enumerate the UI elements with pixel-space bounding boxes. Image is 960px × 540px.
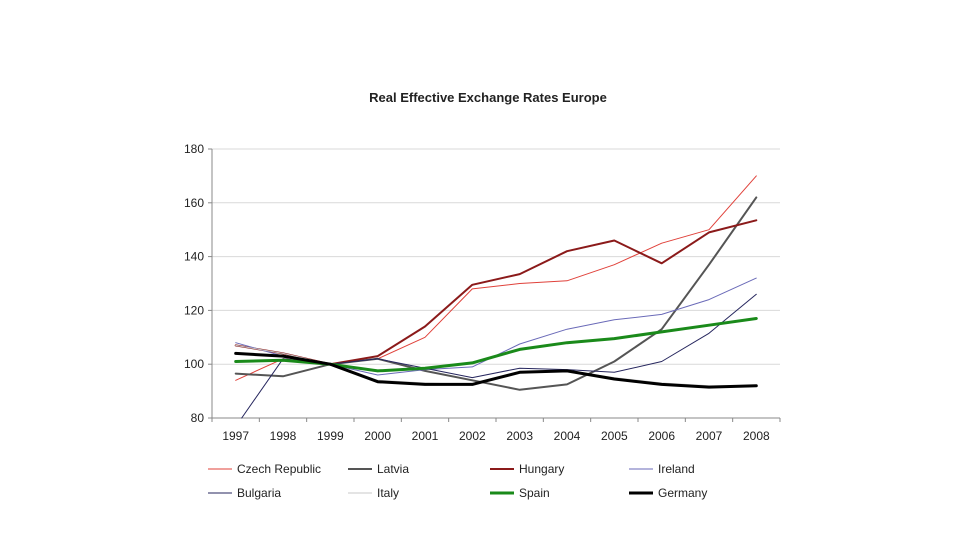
x-tick-label-2006: 2006 <box>648 429 675 443</box>
y-tick-label-180: 180 <box>184 142 204 156</box>
legend: Czech Republic Latvia Hungary Ireland Bulgar… <box>208 462 707 500</box>
legend-label-ireland: Ireland <box>658 462 695 476</box>
x-tick-label-1998: 1998 <box>270 429 297 443</box>
x-tick-label-2002: 2002 <box>459 429 486 443</box>
legend-label-czech-republic: Czech Republic <box>237 462 321 476</box>
grid-layer <box>212 148 780 365</box>
x-tick-label-2000: 2000 <box>364 429 391 443</box>
legend-label-hungary: Hungary <box>519 462 564 476</box>
chart-title: Real Effective Exchange Rates Europe <box>369 90 607 105</box>
x-tick-label-1997: 1997 <box>222 429 249 443</box>
y-tick-label-140: 140 <box>184 250 204 264</box>
legend-label-spain: Spain <box>519 486 550 500</box>
x-tick-label-2007: 2007 <box>696 429 723 443</box>
y-tick-label-100: 100 <box>184 357 204 371</box>
y-tick-label-80: 80 <box>191 411 205 425</box>
series-line-germany <box>234 351 758 389</box>
x-tick-label-2001: 2001 <box>412 429 439 443</box>
series-layer <box>234 175 758 419</box>
legend-label-italy: Italy <box>377 486 399 500</box>
axis-layer: 80 100 120 140 160 180 1997 1998 1999 2000 2001 200… <box>184 142 781 443</box>
x-tick-label-2005: 2005 <box>601 429 628 443</box>
legend-label-latvia: Latvia <box>377 462 409 476</box>
legend-label-bulgaria: Bulgaria <box>237 486 281 500</box>
x-tick-label-2003: 2003 <box>506 429 533 443</box>
x-tick-label-2008: 2008 <box>743 429 770 443</box>
y-tick-label-160: 160 <box>184 196 204 210</box>
legend-label-germany: Germany <box>658 486 707 500</box>
x-tick-label-2004: 2004 <box>554 429 581 443</box>
y-tick-label-120: 120 <box>184 303 204 317</box>
x-tick-label-1999: 1999 <box>317 429 344 443</box>
series-line-latvia <box>234 196 758 391</box>
